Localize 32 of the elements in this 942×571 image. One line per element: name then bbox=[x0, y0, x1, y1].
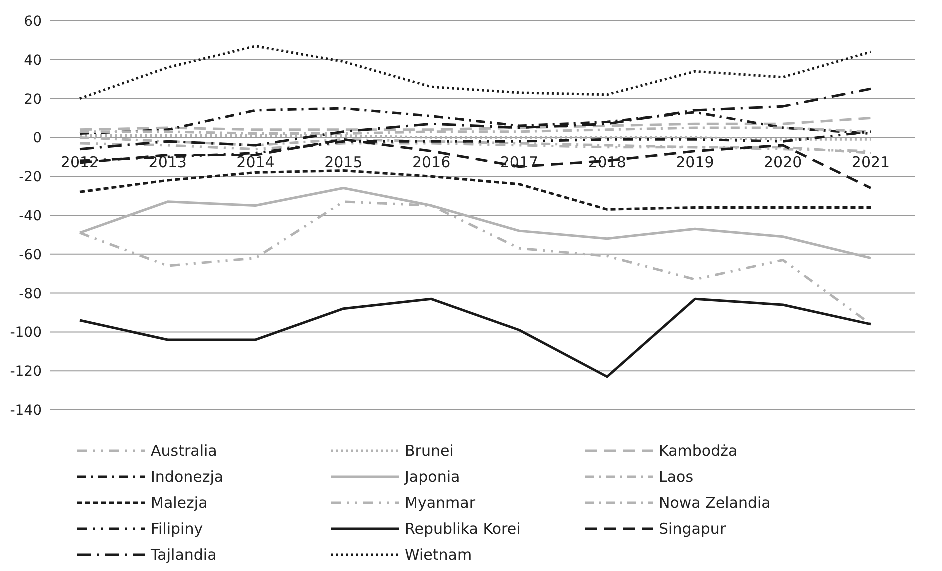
legend-label: Indonezja bbox=[151, 468, 224, 486]
legend-label: Singapur bbox=[659, 520, 726, 538]
legend-label: Tajlandia bbox=[151, 546, 217, 564]
x-tick-label: 2016 bbox=[412, 154, 451, 172]
legend-label: Kambodża bbox=[659, 442, 738, 460]
x-tick-label: 2015 bbox=[324, 154, 363, 172]
legend-label: Nowa Zelandia bbox=[659, 494, 771, 512]
x-tick-label: 2020 bbox=[764, 154, 802, 172]
x-tick-label: 2021 bbox=[852, 154, 890, 172]
legend-label: Wietnam bbox=[405, 546, 472, 564]
x-tick-label: 2013 bbox=[148, 154, 187, 172]
y-tick-label: -20 bbox=[19, 170, 42, 186]
y-tick-label: 20 bbox=[24, 92, 42, 108]
y-tick-label: -140 bbox=[10, 402, 42, 419]
legend-label: Japonia bbox=[405, 468, 460, 486]
y-tick-label: -60 bbox=[19, 247, 42, 264]
y-tick-label: -100 bbox=[10, 325, 42, 342]
legend-label: Myanmar bbox=[405, 494, 476, 512]
y-tick-label: 40 bbox=[24, 52, 42, 69]
y-tick-label: -40 bbox=[19, 208, 42, 224]
legend-label: Malezja bbox=[151, 494, 208, 512]
legend-label: Republika Korei bbox=[405, 520, 521, 538]
x-tick-label: 2014 bbox=[236, 154, 275, 172]
x-tick-label: 2019 bbox=[676, 154, 714, 172]
legend-label: Brunei bbox=[405, 442, 454, 460]
y-tick-label: -80 bbox=[19, 286, 42, 302]
legend-label: Australia bbox=[151, 442, 218, 460]
y-tick-label: 60 bbox=[24, 14, 42, 30]
legend-label: Filipiny bbox=[151, 520, 204, 538]
legend-label: Laos bbox=[659, 468, 694, 486]
y-tick-label: -120 bbox=[10, 364, 42, 380]
y-tick-label: 0 bbox=[33, 130, 42, 147]
